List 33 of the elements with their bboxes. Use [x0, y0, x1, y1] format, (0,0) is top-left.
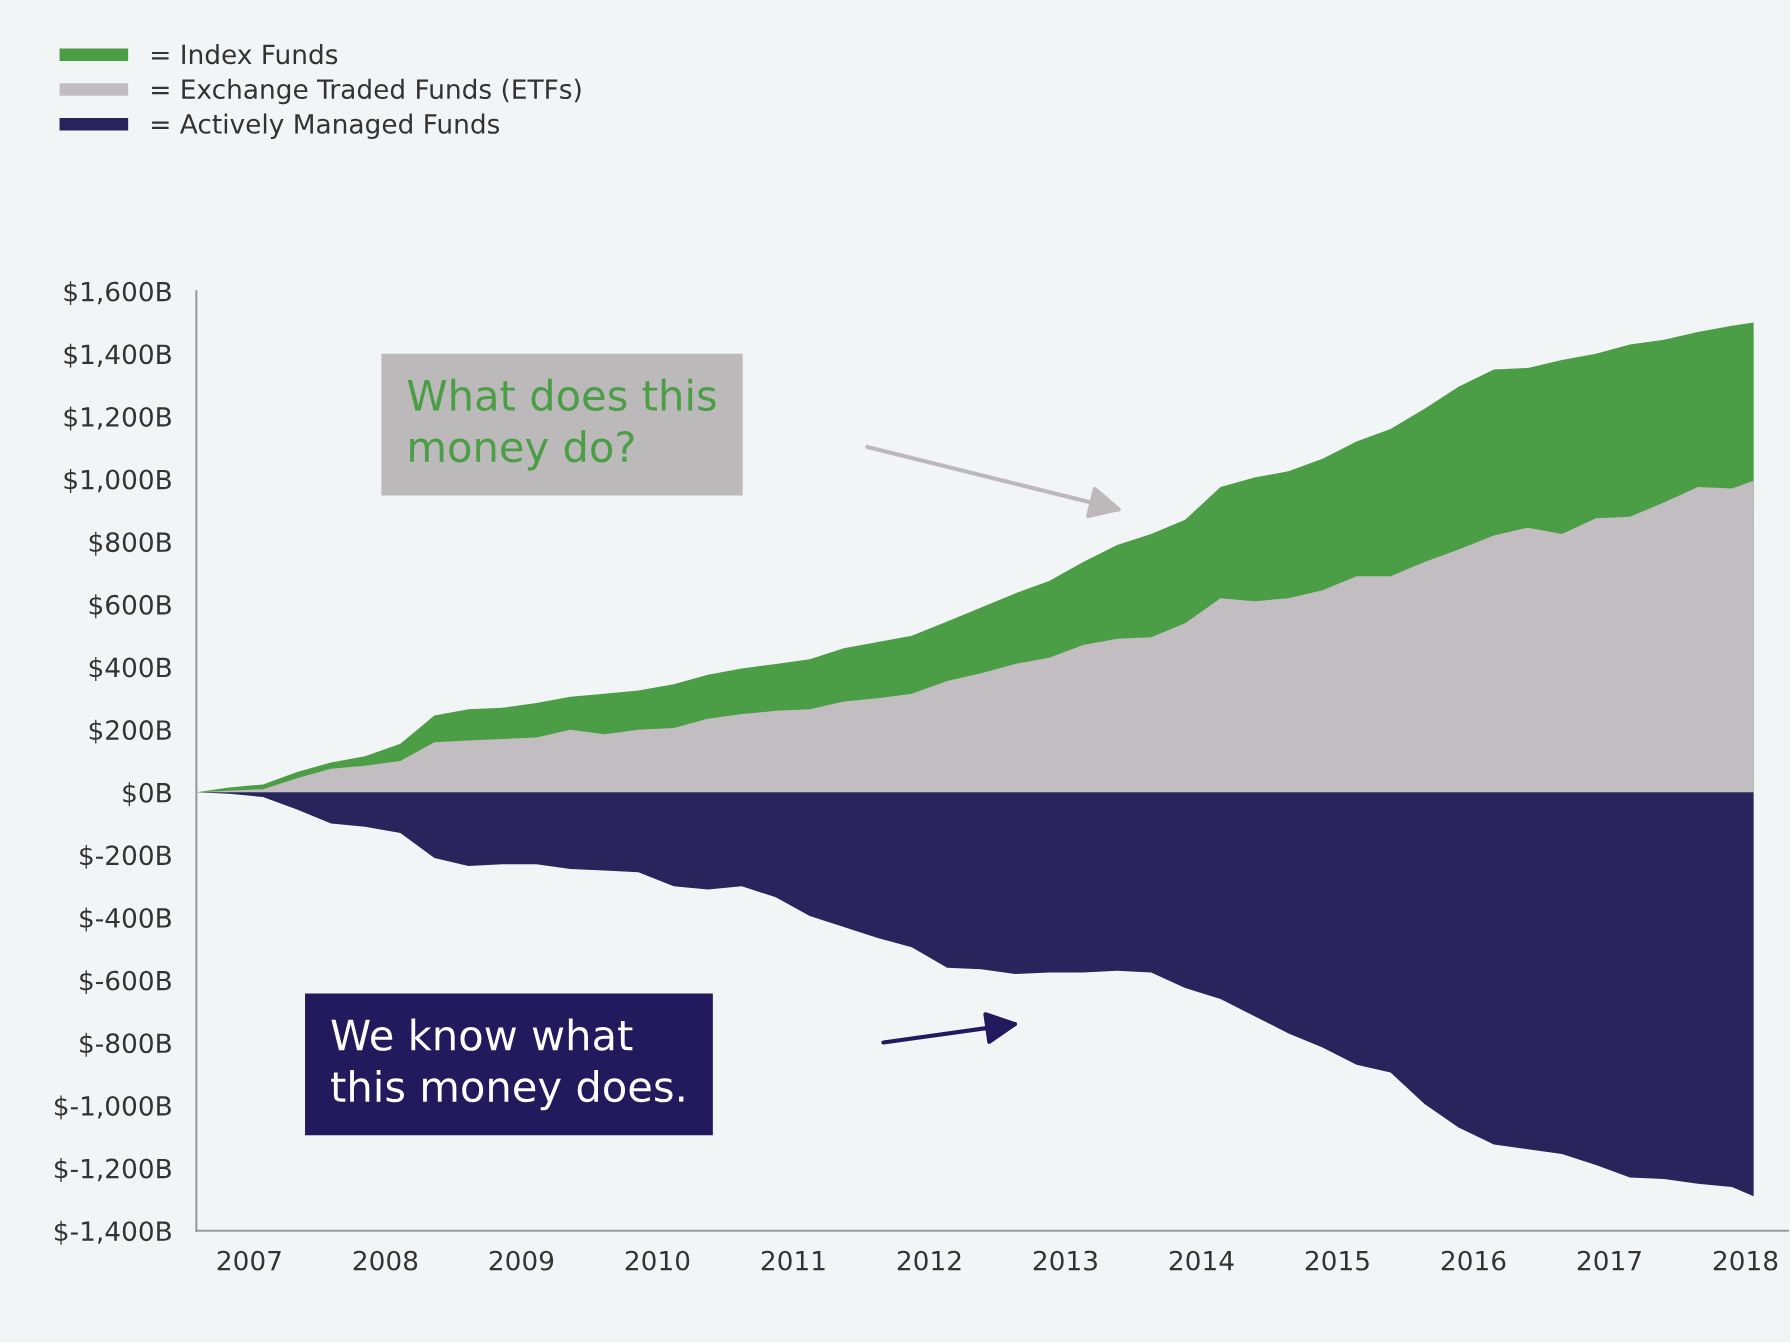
y-tick-label: $-200B: [80, 844, 171, 869]
y-tick-label: $200B: [89, 719, 171, 744]
x-tick-label: 2017: [1577, 1250, 1641, 1271]
x-tick-label: 2011: [761, 1250, 825, 1271]
y-tick-label: $-600B: [80, 970, 171, 995]
x-tick-label: 2009: [489, 1250, 554, 1271]
y-tick-label: $-1,200B: [54, 1158, 171, 1183]
x-tick-label: 2014: [1169, 1250, 1234, 1271]
legend-label: = Index Funds: [152, 43, 338, 65]
x-tick-label: 2013: [1033, 1250, 1097, 1271]
x-tick-label: 2012: [897, 1250, 961, 1271]
y-tick-label: $-800B: [80, 1032, 171, 1057]
y-tick-label: $-400B: [80, 907, 171, 932]
y-tick-label: $1,000B: [64, 469, 171, 494]
x-tick-label: 2008: [353, 1250, 418, 1271]
y-tick-label: $1,600B: [64, 281, 171, 306]
x-tick-label: 2010: [625, 1250, 690, 1271]
y-tick-label: $1,200B: [64, 406, 171, 431]
y-tick-label: $400B: [89, 657, 171, 681]
x-tick-label: 2018: [1713, 1250, 1778, 1271]
y-tick-label: $-1,400B: [54, 1220, 171, 1245]
x-tick-label: 2007: [217, 1250, 281, 1271]
y-tick-label: $-1,000B: [54, 1095, 171, 1120]
y-tick-label: $0B: [123, 782, 171, 807]
x-tick-label: 2015: [1305, 1250, 1369, 1271]
annotation: We know what this money does.: [331, 1018, 684, 1111]
y-tick-label: $600B: [89, 594, 171, 619]
y-tick-label: $1,400B: [64, 343, 171, 368]
legend-label: = Actively Managed Funds: [152, 113, 500, 139]
annotation: What does this money do?: [407, 378, 716, 471]
x-tick-label: 2016: [1441, 1250, 1506, 1271]
y-tick-label: $800B: [89, 531, 171, 556]
legend-label: = Exchange Traded Funds (ETFs): [152, 78, 581, 105]
